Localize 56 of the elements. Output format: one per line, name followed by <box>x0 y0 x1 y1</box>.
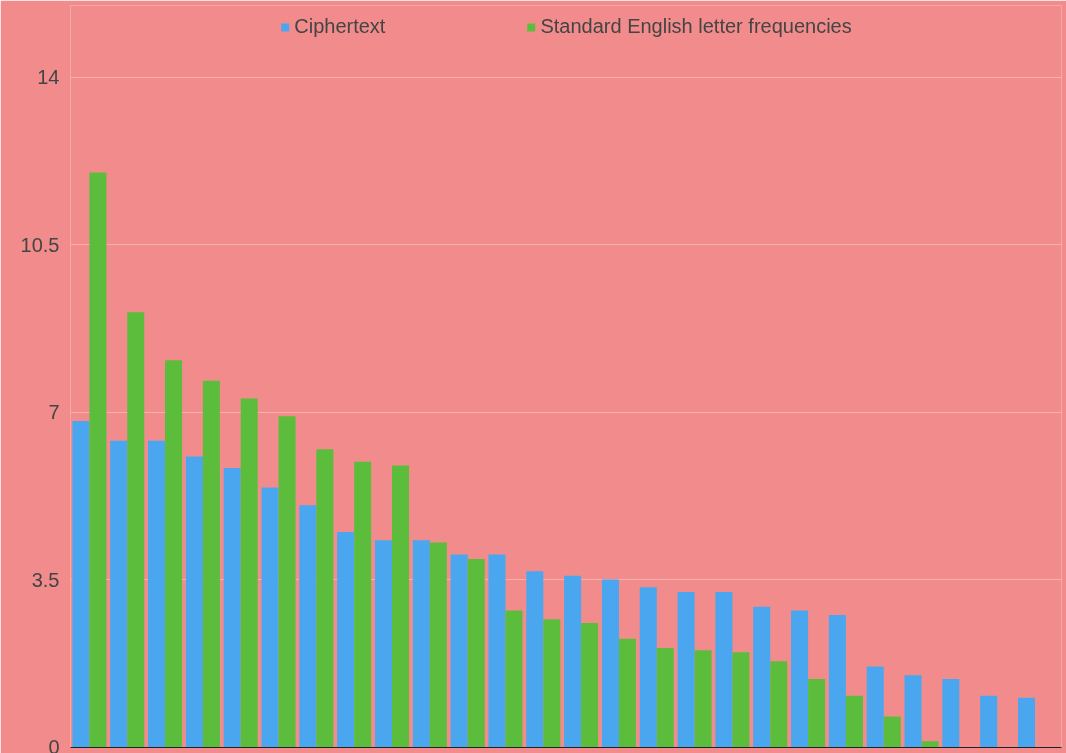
bar <box>202 380 220 748</box>
bar <box>278 416 296 748</box>
bar <box>601 579 619 748</box>
bar <box>467 558 485 748</box>
bar <box>694 650 712 748</box>
bar <box>261 487 279 748</box>
bar <box>904 675 922 748</box>
bar <box>148 440 166 748</box>
y-tick-label: 0 <box>48 735 60 753</box>
bar <box>185 456 203 748</box>
bar <box>564 575 582 748</box>
bar <box>165 360 183 748</box>
bar <box>581 623 599 748</box>
bar <box>753 606 771 748</box>
bar <box>354 461 372 748</box>
bar <box>883 716 901 748</box>
y-tick-label: 14 <box>37 66 60 89</box>
bar <box>677 591 695 748</box>
bar <box>639 587 657 748</box>
bar <box>488 554 506 748</box>
bar <box>543 619 561 748</box>
bar <box>316 449 334 748</box>
bar <box>526 571 544 748</box>
bar <box>656 647 674 748</box>
bar <box>337 532 355 748</box>
bar <box>808 679 826 748</box>
bar <box>866 666 884 748</box>
bar <box>240 398 258 748</box>
bar <box>89 172 107 748</box>
bar <box>429 542 447 748</box>
bar <box>1018 697 1036 748</box>
bar <box>715 591 733 748</box>
bar <box>921 741 939 748</box>
bar <box>223 467 241 748</box>
bar <box>505 610 523 748</box>
bar <box>828 614 846 748</box>
bar <box>392 465 410 748</box>
bar <box>450 554 468 748</box>
bar <box>980 695 998 748</box>
bar <box>374 540 393 748</box>
bar <box>127 312 145 748</box>
bar <box>732 652 750 748</box>
bar <box>110 440 128 748</box>
bar <box>618 638 636 748</box>
y-tick-label: 10.5 <box>20 233 60 256</box>
y-tick-label: 3.5 <box>31 568 60 591</box>
bar <box>942 679 960 748</box>
bar <box>770 661 788 748</box>
bar <box>791 610 809 748</box>
bar <box>299 505 317 748</box>
y-tick-label: 7 <box>48 401 60 424</box>
bar <box>72 421 90 748</box>
bar <box>412 540 430 748</box>
legend-label: Standard English letter frequencies <box>540 15 852 38</box>
legend-label: Ciphertext <box>294 15 386 38</box>
bar <box>845 695 863 748</box>
